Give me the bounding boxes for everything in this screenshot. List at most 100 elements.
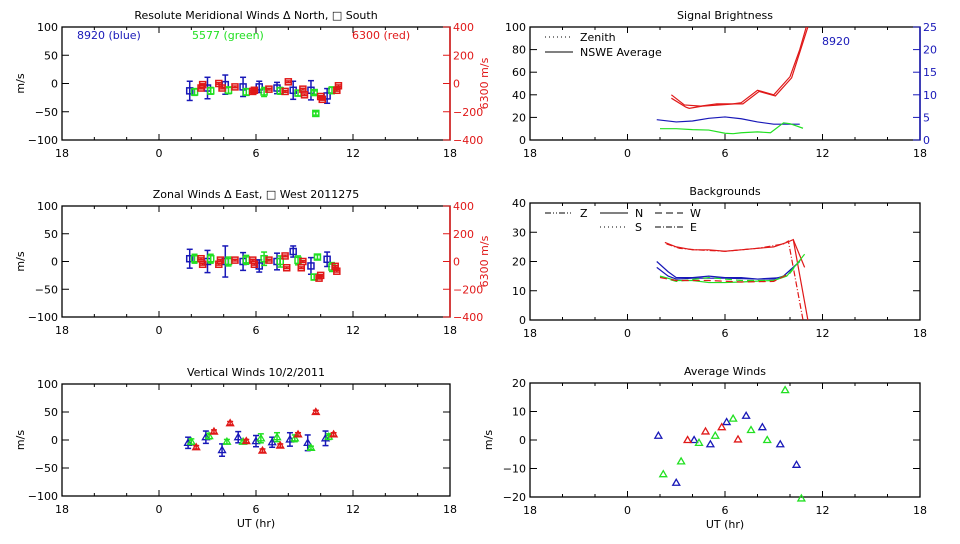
right-y-tick-label: 20 [923, 44, 937, 57]
x-tick-label: 18 [443, 324, 457, 337]
x-tick-label: 18 [55, 324, 69, 337]
x-tick-label: 18 [523, 327, 537, 340]
chart-title: Average Winds [684, 365, 766, 378]
data-point-6300 [218, 84, 226, 92]
y-tick-label: 60 [512, 66, 526, 79]
data-point-5577 [306, 443, 316, 451]
y-tick-label: −100 [28, 134, 58, 147]
data-point-5577 [780, 385, 790, 394]
data-point-6300 [300, 91, 309, 99]
y-tick-label: 100 [37, 21, 58, 34]
data-point-5577 [204, 431, 214, 440]
data-point-6300 [250, 260, 259, 269]
plot-frame [529, 202, 921, 321]
data-point-6300 [209, 426, 219, 435]
data-point-5577 [272, 432, 282, 441]
data-point-8920 [185, 254, 194, 263]
chart-title: Zonal Winds Δ East, □ West 2011275 [153, 188, 360, 201]
legend-label: N [635, 207, 643, 220]
right-y-tick-label: −200 [453, 283, 483, 296]
legend-label-blue: 8920 (blue) [77, 29, 141, 42]
right-y-tick-label: 400 [453, 200, 474, 213]
y-axis-label: m/s [14, 430, 27, 450]
data-point-8920 [320, 433, 331, 442]
right-axis-label: 6300 m/s [478, 235, 491, 287]
data-point-6300 [311, 407, 321, 416]
data-point-8920 [653, 430, 664, 439]
x-tick-label: 18 [55, 147, 69, 160]
y-axis-label: m/s [14, 251, 27, 271]
y-tick-label: 40 [512, 89, 526, 102]
series-line-8920-S [656, 263, 797, 280]
data-point-6300 [334, 82, 343, 90]
y-tick-label: −50 [35, 106, 58, 119]
data-point-8920 [791, 460, 802, 468]
data-point-8920 [775, 439, 785, 448]
series-line-8920 [656, 116, 800, 125]
series-line-6300-E [792, 239, 806, 268]
legend-label: Zenith [580, 31, 616, 44]
data-point-6300 [293, 429, 303, 438]
data-point-5577 [256, 433, 266, 442]
right-y-tick-label: 200 [453, 228, 474, 241]
panel-1: Resolute Meridional Winds Δ North, □ Sou… [14, 9, 491, 160]
y-tick-label: −100 [28, 311, 58, 324]
x-tick-label: 18 [523, 504, 537, 517]
data-point-8920 [757, 422, 768, 431]
panel-2: Zonal Winds Δ East, □ West 2011275 18 0 6 12… [14, 188, 491, 337]
y-axis-label: m/s [14, 73, 27, 93]
chart-title: Vertical Winds 10/2/2011 [187, 366, 325, 379]
data-point-8920 [233, 432, 243, 441]
data-point-8920 [185, 87, 194, 95]
y-tick-label: −100 [28, 490, 58, 503]
data-point-5577 [746, 425, 756, 434]
x-tick-label: 18 [913, 504, 927, 517]
data-point-5577 [658, 469, 668, 478]
x-tick-label: 12 [346, 147, 360, 160]
right-y-tick-label: 10 [923, 89, 937, 102]
data-point-5577 [313, 253, 322, 261]
right-y-tick-label: 0 [453, 78, 460, 91]
data-point-8920 [307, 262, 315, 270]
right-y-tick-label: 25 [923, 21, 937, 34]
data-point-6300 [198, 80, 207, 89]
data-point-6300 [265, 256, 273, 264]
x-tick-label: 18 [913, 327, 927, 340]
y-tick-label: 0 [51, 256, 58, 269]
series-line-6300-Zenith [671, 26, 809, 109]
data-point-6300 [316, 271, 325, 280]
data-point-5577 [796, 493, 807, 502]
x-tick-label: 6 [253, 503, 260, 516]
data-point-6300 [275, 440, 285, 449]
data-point-6300 [318, 95, 327, 104]
y-tick-label: 10 [512, 285, 526, 298]
y-tick-label: 40 [512, 197, 526, 210]
series-line-6300-W [659, 272, 791, 283]
legend-label: Z [580, 207, 588, 220]
x-tick-label: 12 [346, 503, 360, 516]
right-y-tick-label: 5 [923, 111, 930, 124]
x-tick-label: 18 [443, 147, 457, 160]
right-y-tick-label: 0 [453, 256, 460, 269]
wavelength-label: 8920 [822, 35, 850, 48]
data-point-6300 [241, 436, 251, 445]
data-point-8920 [741, 410, 751, 419]
data-point-6300 [682, 435, 693, 444]
data-point-8920 [689, 435, 699, 444]
data-point-5577 [728, 413, 738, 422]
data-point-8920 [671, 477, 681, 486]
x-tick-label: 6 [253, 147, 260, 160]
right-y-tick-label: −200 [453, 106, 483, 119]
data-point-6300 [281, 87, 289, 96]
data-point-8920 [289, 247, 297, 256]
x-tick-label: 0 [156, 147, 163, 160]
x-tick-label: 0 [624, 327, 631, 340]
y-tick-label: 20 [512, 256, 526, 269]
y-tick-label: 0 [519, 434, 526, 447]
data-point-6300 [299, 257, 307, 266]
y-tick-label: −10 [503, 463, 526, 476]
y-tick-label: 0 [51, 78, 58, 91]
y-tick-label: 10 [512, 406, 526, 419]
